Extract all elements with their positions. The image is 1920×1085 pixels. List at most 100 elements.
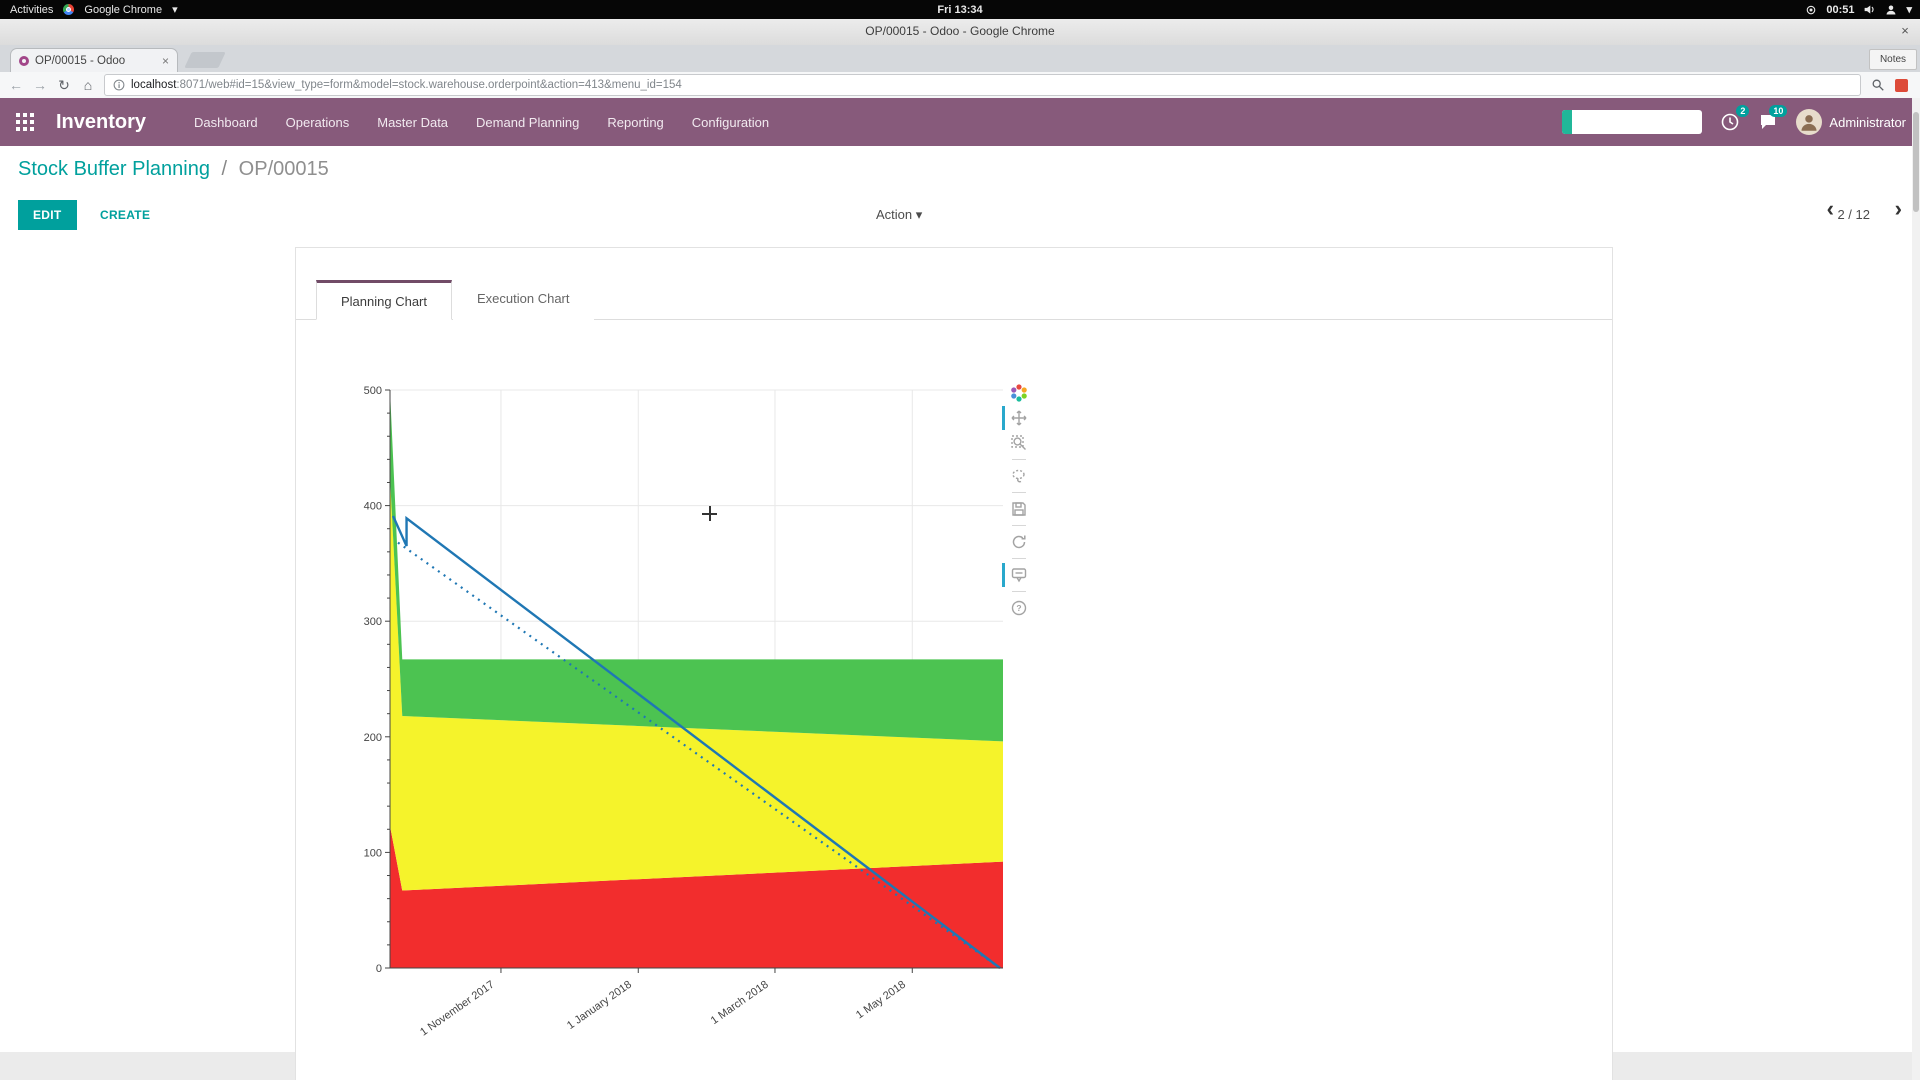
activities-bell[interactable]: 2 (1720, 105, 1750, 132)
menu-demand-planning[interactable]: Demand Planning (476, 114, 580, 130)
menu-master-data[interactable]: Master Data (377, 114, 449, 130)
pager-previous-button[interactable]: ‹ (1826, 196, 1834, 221)
pager-count: 2 / 12 (1837, 207, 1870, 222)
breadcrumb-current: OP/00015 (238, 158, 329, 180)
home-button[interactable]: ⌂ (83, 77, 93, 93)
plotly-modebar: ? (1002, 383, 1034, 618)
lasso-select-icon[interactable] (1009, 466, 1029, 486)
autoscale-icon[interactable] (1009, 532, 1029, 552)
svg-text:1 March 2018: 1 March 2018 (709, 979, 771, 1027)
reload-button[interactable]: ↻ (58, 76, 70, 93)
url-bar[interactable]: localhost:8071/web#id=15&view_type=form&… (104, 74, 1861, 96)
edit-button[interactable]: EDIT (18, 200, 77, 230)
window-title: OP/00015 - Odoo - Google Chrome (865, 24, 1055, 38)
browser-toolbar: ← → ↻ ⌂ localhost:8071/web#id=15&view_ty… (0, 72, 1920, 99)
modebar-divider (1012, 525, 1026, 526)
menu-reporting[interactable]: Reporting (607, 114, 664, 130)
url-text: localhost:8071/web#id=15&view_type=form&… (131, 79, 682, 91)
tab-planning-chart[interactable]: Planning Chart (316, 280, 452, 320)
clock-icon (1722, 113, 1739, 131)
hover-closest-icon[interactable] (1002, 563, 1029, 587)
user-name: Administrator (1829, 114, 1906, 130)
svg-text:100: 100 (364, 847, 382, 859)
breadcrumb: Stock Buffer Planning / OP/00015 (18, 158, 329, 181)
system-clock[interactable]: Fri 13:34 (937, 3, 983, 16)
tab-close-icon[interactable]: × (161, 53, 169, 68)
pager-next-button[interactable]: › (1894, 196, 1902, 221)
tab-title: OP/00015 - Odoo (35, 54, 126, 67)
help-icon[interactable]: ? (1009, 598, 1029, 618)
pan-icon[interactable] (1002, 406, 1029, 430)
breadcrumb-separator: / (221, 158, 228, 180)
activities-button[interactable]: Activities (10, 3, 54, 16)
browser-tabstrip: OP/00015 - Odoo × Notes (0, 45, 1920, 72)
svg-text:400: 400 (364, 501, 382, 513)
back-button[interactable]: ← (9, 77, 23, 93)
page-info-icon[interactable] (113, 79, 125, 91)
buffer-status-pill[interactable] (1562, 110, 1703, 134)
mouse-crosshair-cursor (702, 506, 717, 521)
user-status-icon[interactable] (1885, 4, 1897, 16)
user-menu[interactable]: Administrator (1796, 109, 1906, 135)
planning-chart-svg: 0 100 200 300 400 500 1 November 2017 1 January… (364, 385, 1003, 1039)
plotly-logo[interactable] (1009, 383, 1029, 403)
modebar-divider (1012, 459, 1026, 460)
search-icon[interactable] (1871, 78, 1885, 92)
extension-icon[interactable] (1895, 78, 1908, 92)
breadcrumb-parent-link[interactable]: Stock Buffer Planning (18, 158, 210, 180)
action-dropdown[interactable]: Action ▾ (876, 207, 922, 223)
svg-text:1 November 2017: 1 November 2017 (418, 979, 497, 1039)
notebook-tabs: Planning Chart Execution Chart (296, 280, 1612, 320)
odoo-navbar: Inventory Dashboard Operations Master Da… (0, 98, 1920, 146)
modebar-divider (1012, 492, 1026, 493)
browser-tab[interactable]: OP/00015 - Odoo × (10, 48, 178, 72)
svg-text:0: 0 (376, 963, 382, 975)
zoom-icon[interactable] (1009, 433, 1029, 453)
app-name[interactable]: Inventory (56, 110, 147, 133)
form-sheet: Planning Chart Execution Chart 0 100 200 30… (295, 247, 1613, 1080)
system-menu-caret[interactable]: ▾ (1906, 4, 1912, 16)
buffer-status-green (1562, 110, 1573, 134)
svg-text:200: 200 (364, 732, 382, 744)
scrollbar-thumb[interactable] (1913, 112, 1919, 212)
app-menu-button[interactable]: Google Chrome (84, 3, 163, 16)
new-tab-button[interactable] (184, 52, 226, 68)
messages-button[interactable]: 10 (1758, 105, 1788, 132)
svg-text:300: 300 (364, 616, 382, 628)
planning-chart[interactable]: 0 100 200 300 400 500 1 November 2017 1 January… (344, 382, 1015, 1085)
tab-execution-chart[interactable]: Execution Chart (453, 280, 594, 320)
recording-timer: 00:51 (1826, 3, 1855, 16)
system-bar: Activities Google Chrome ▾ Fri 13:34 00:… (0, 0, 1920, 19)
action-caret-icon: ▾ (915, 207, 923, 222)
screen-record-icon (1807, 5, 1816, 14)
window-close-icon[interactable]: × (1901, 23, 1909, 38)
odoo-favicon-icon (19, 55, 29, 66)
scrollbar[interactable] (1912, 98, 1920, 1080)
volume-icon[interactable] (1863, 3, 1876, 16)
menu-configuration[interactable]: Configuration (691, 114, 770, 130)
svg-text:?: ? (1016, 603, 1021, 613)
apps-menu-icon[interactable] (16, 113, 34, 131)
notebook-rule (296, 319, 1612, 320)
activity-badge: 2 (1736, 105, 1750, 117)
message-badge: 10 (1769, 105, 1788, 117)
save-icon[interactable] (1009, 499, 1029, 519)
notes-chip[interactable]: Notes (1869, 49, 1917, 70)
window-titlebar[interactable]: OP/00015 - Odoo - Google Chrome × (0, 19, 1920, 46)
menu-operations[interactable]: Operations (285, 114, 350, 130)
url-path: :8071/web#id=15&view_type=form&model=sto… (176, 79, 682, 91)
modebar-divider (1012, 591, 1026, 592)
create-button[interactable]: CREATE (100, 208, 151, 222)
svg-text:1 January 2018: 1 January 2018 (565, 979, 634, 1032)
modebar-divider (1012, 558, 1026, 559)
control-panel: EDIT CREATE Action ▾ 2 / 12 ‹ › (0, 198, 1920, 238)
forward-button[interactable]: → (33, 77, 47, 93)
svg-text:1 May 2018: 1 May 2018 (854, 979, 908, 1022)
chrome-app-icon (63, 4, 75, 15)
svg-text:500: 500 (364, 385, 382, 397)
chat-icon (1761, 115, 1776, 129)
action-label: Action (876, 207, 913, 222)
app-menu-caret: ▾ (172, 4, 178, 16)
avatar (1796, 109, 1823, 135)
menu-dashboard[interactable]: Dashboard (194, 114, 258, 130)
